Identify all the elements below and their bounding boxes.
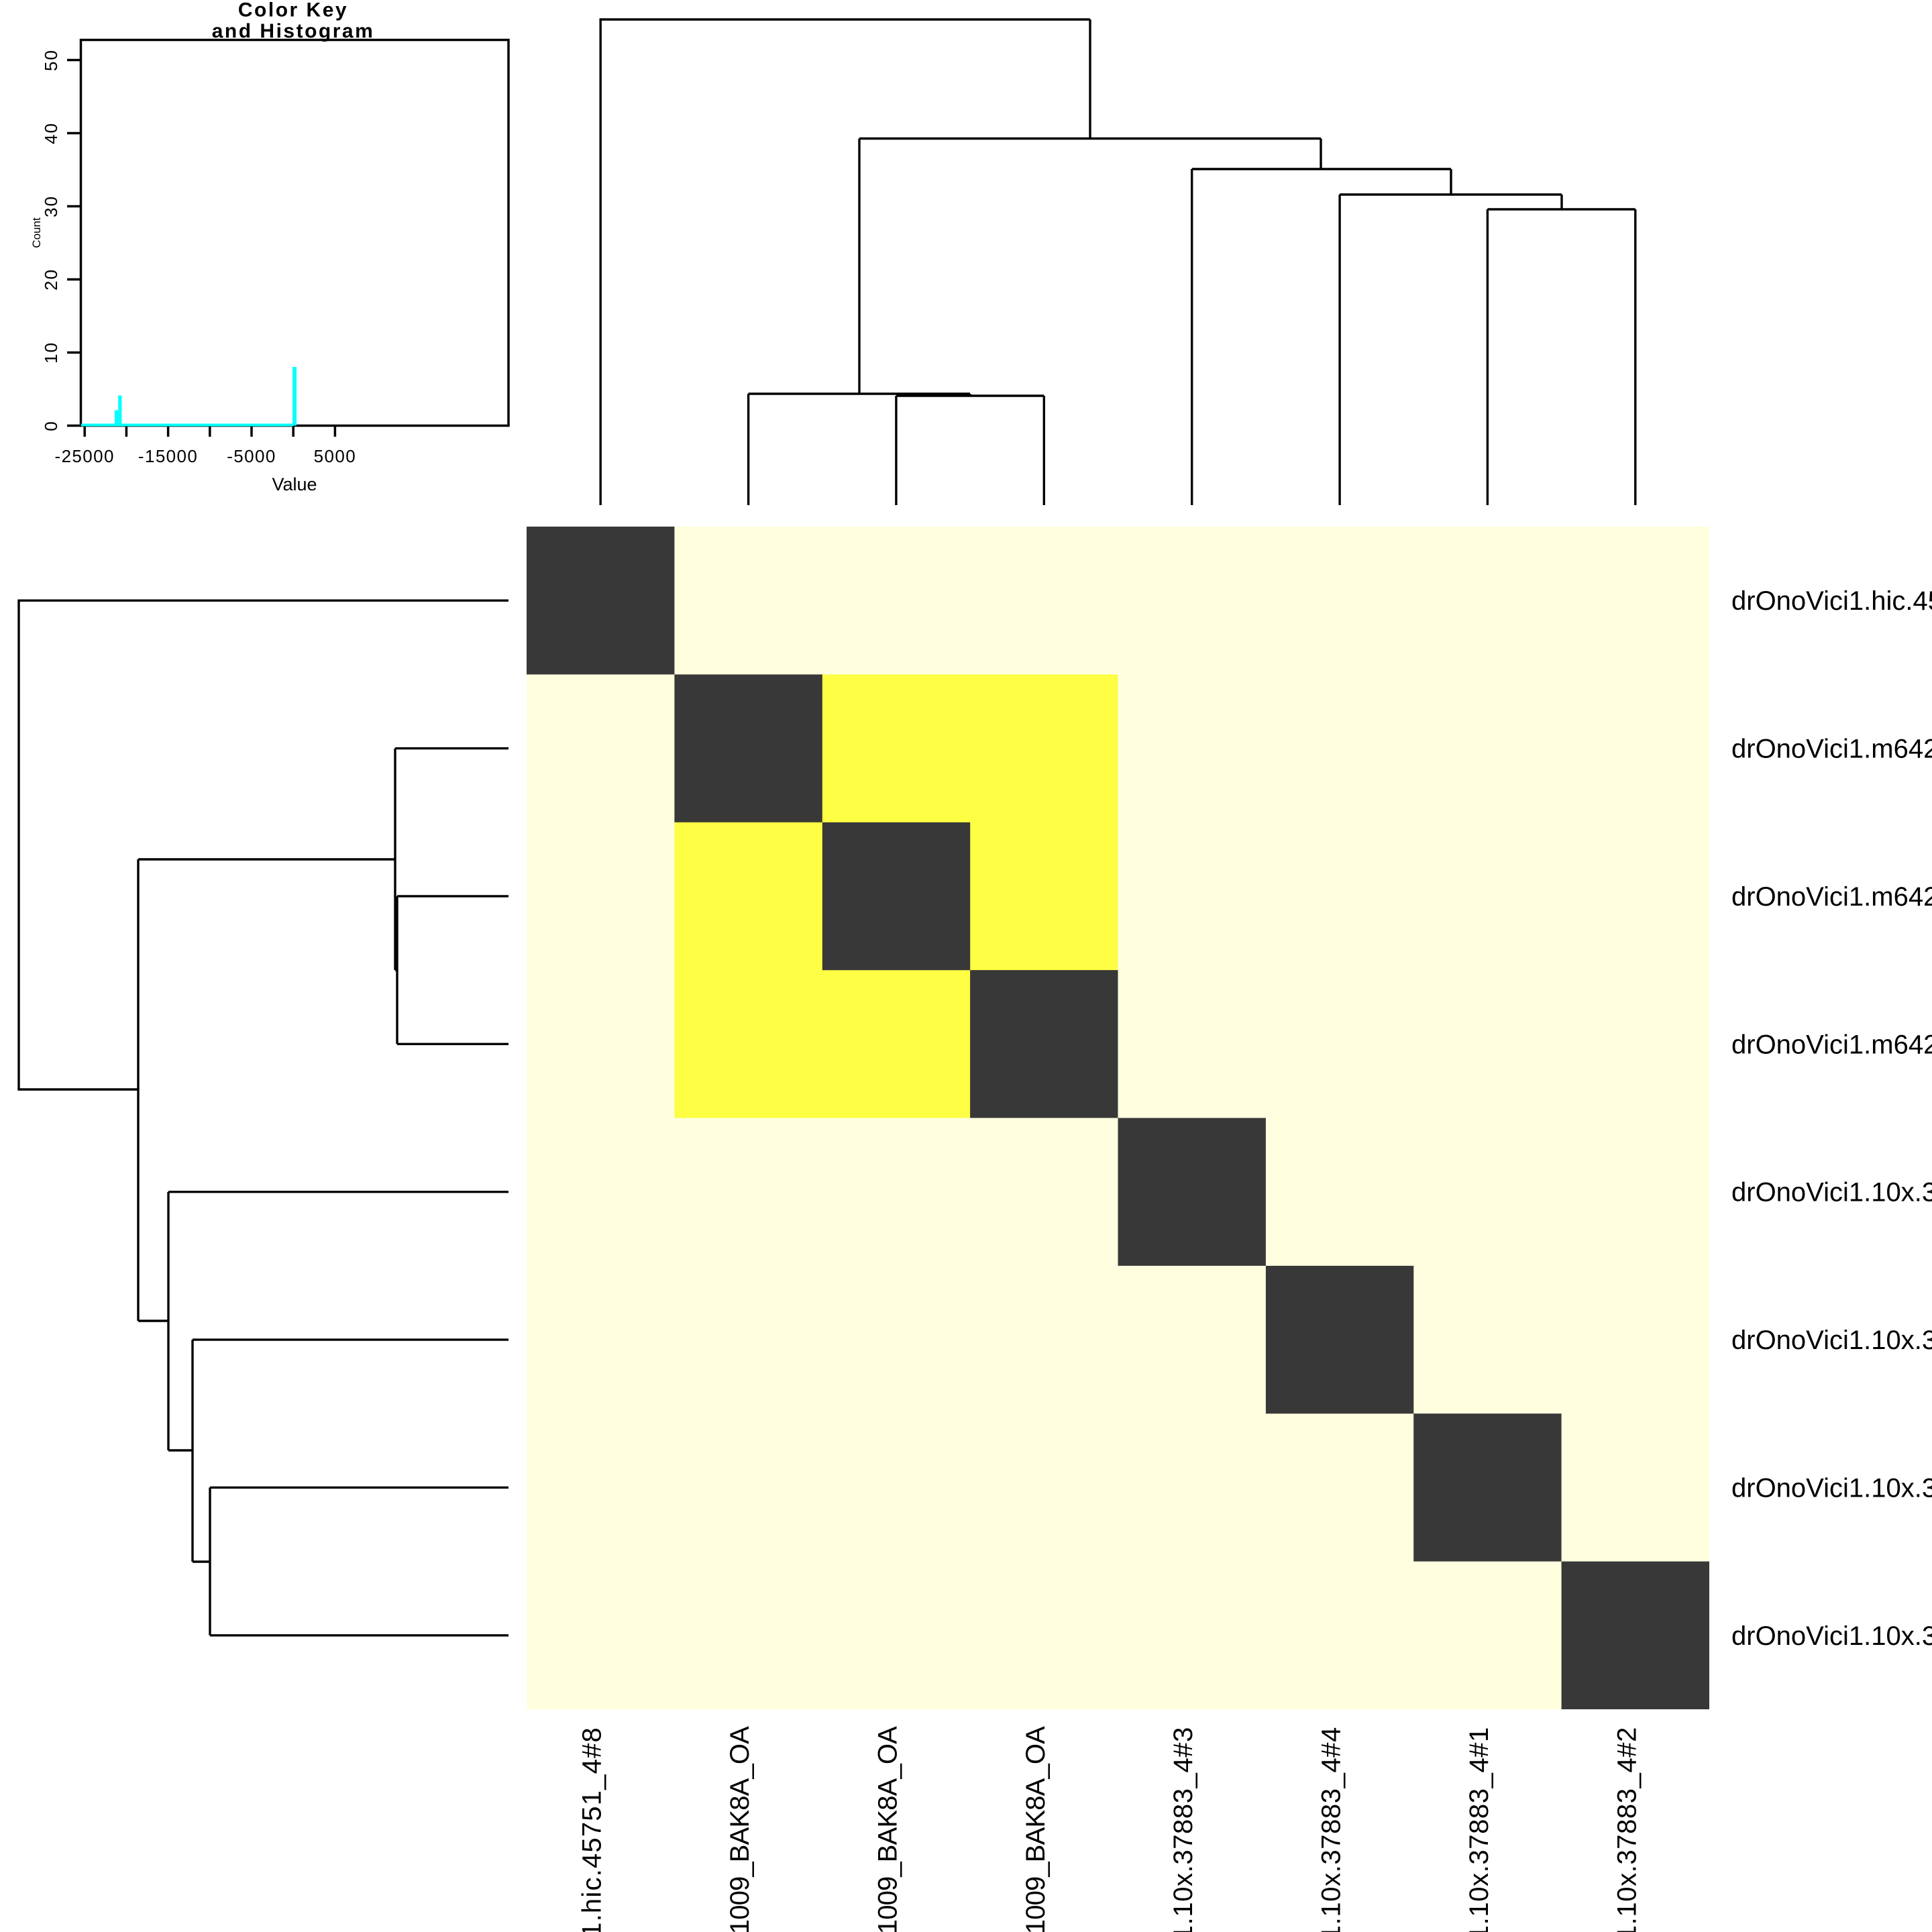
svg-text:40: 40 [41, 122, 61, 144]
svg-text:30: 30 [41, 195, 61, 217]
svg-text:drOnoVici1.m64230e_230518_0010: drOnoVici1.m64230e_230518_001009_BAK8A_O… [1731, 882, 1932, 912]
svg-text:drOnoVici1.m64230e_230518_0010: drOnoVici1.m64230e_230518_001009_BAK8A_O… [1021, 1726, 1051, 1932]
svg-text:drOnoVici1.10x.37883_4#1: drOnoVici1.10x.37883_4#1 [1464, 1727, 1494, 1932]
svg-text:drOnoVici1.10x.37883_4#4: drOnoVici1.10x.37883_4#4 [1731, 1326, 1932, 1355]
svg-text:drOnoVici1.10x.37883_4#3: drOnoVici1.10x.37883_4#3 [1169, 1727, 1198, 1932]
svg-text:drOnoVici1.hic.45751_4#8: drOnoVici1.hic.45751_4#8 [578, 1727, 607, 1932]
svg-text:-25000: -25000 [55, 446, 115, 466]
svg-text:10: 10 [41, 341, 61, 364]
svg-text:-5000: -5000 [227, 446, 276, 466]
svg-text:5000: 5000 [314, 446, 356, 466]
svg-text:drOnoVici1.10x.37883_4#2: drOnoVici1.10x.37883_4#2 [1612, 1727, 1642, 1932]
svg-text:drOnoVici1.m64230e_230518_0010: drOnoVici1.m64230e_230518_001009_BAK8A_O… [1731, 1030, 1932, 1059]
svg-text:0: 0 [41, 420, 61, 431]
svg-text:drOnoVici1.10x.37883_4#3: drOnoVici1.10x.37883_4#3 [1731, 1178, 1932, 1208]
svg-text:Count: Count [30, 217, 43, 248]
svg-text:50: 50 [41, 49, 61, 71]
svg-text:drOnoVici1.m64230e_230518_0010: drOnoVici1.m64230e_230518_001009_BAK8A_O… [873, 1726, 902, 1932]
svg-text:20: 20 [41, 268, 61, 290]
svg-text:Value: Value [272, 474, 317, 494]
svg-text:drOnoVici1.m64230e_230518_0010: drOnoVici1.m64230e_230518_001009_BAK8A_O… [725, 1726, 755, 1932]
svg-text:and Histogram: and Histogram [212, 20, 375, 42]
svg-text:drOnoVici1.10x.37883_4#4: drOnoVici1.10x.37883_4#4 [1317, 1727, 1346, 1932]
svg-text:drOnoVici1.hic.45751_4#8: drOnoVici1.hic.45751_4#8 [1731, 586, 1932, 616]
svg-text:drOnoVici1.m64230e_230518_0010: drOnoVici1.m64230e_230518_001009_BAK8A_O… [1731, 735, 1932, 764]
svg-text:drOnoVici1.10x.37883_4#2: drOnoVici1.10x.37883_4#2 [1731, 1621, 1932, 1651]
svg-text:-15000: -15000 [138, 446, 198, 466]
svg-text:Color Key: Color Key [238, 0, 348, 21]
svg-text:drOnoVici1.10x.37883_4#1: drOnoVici1.10x.37883_4#1 [1731, 1473, 1932, 1503]
